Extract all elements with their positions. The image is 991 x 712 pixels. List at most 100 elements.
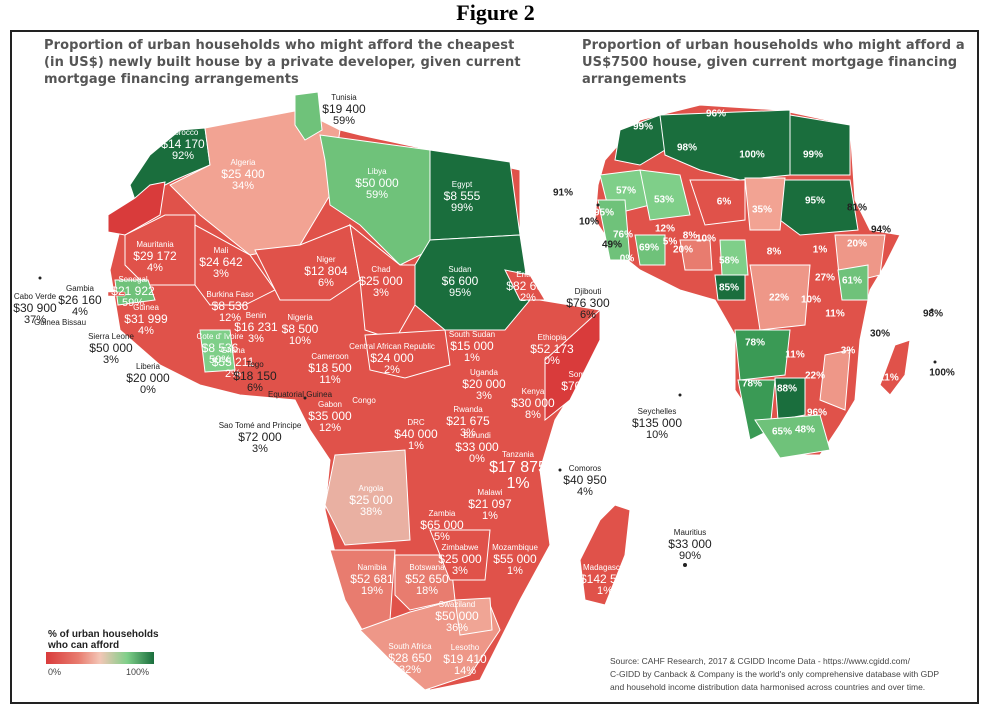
- country-label: Libya $50 000 59%: [355, 167, 398, 201]
- country-percent: 1%: [408, 440, 424, 452]
- right-south-africa: [754, 414, 831, 459]
- right-morocco: [614, 114, 666, 166]
- country-percent: 1%: [482, 510, 498, 522]
- country-percent: 0%: [140, 384, 156, 396]
- country-name: Nigeria: [287, 313, 313, 322]
- right-mozambique: [819, 349, 851, 411]
- country-percent: 90%: [678, 550, 702, 562]
- country-percent: 59%: [365, 189, 389, 201]
- country-cost: $18 500: [308, 361, 352, 375]
- country-cost: $40 000: [394, 427, 438, 441]
- country-cost: $26 160: [58, 293, 102, 307]
- country-cost: $52 173: [530, 342, 574, 356]
- country-percent: 34%: [231, 180, 255, 192]
- right-cote-divoire: [634, 234, 666, 266]
- country-name: Ghana: [220, 346, 246, 355]
- country-name: Chad: [371, 265, 391, 274]
- legend-title-line-1: % of urban households: [48, 629, 159, 640]
- country-percent: 4%: [147, 262, 163, 274]
- country-label: Cote d' Ivoire $8 536 50%: [197, 332, 244, 366]
- right-map-percent: 69%: [638, 242, 660, 254]
- country-name: Algeria: [230, 158, 256, 167]
- country-cost: $12 804: [304, 264, 348, 278]
- country-label: Chad $25 000 3%: [359, 265, 402, 299]
- country-cost: $17 875: [489, 459, 547, 476]
- country-cote-divoire: [199, 329, 236, 373]
- legend-title-line-2: who can afford: [48, 640, 120, 651]
- right-cameroon: [719, 239, 749, 276]
- country-label: Ethiopia $52 173 0%: [530, 333, 573, 367]
- country-percent: 92%: [171, 150, 195, 162]
- country-cost: $30 000: [511, 396, 555, 410]
- right-map-percent: 48%: [794, 424, 816, 436]
- country-name: Senegal: [118, 275, 148, 284]
- country-percent: 3%: [248, 333, 264, 345]
- island-sao-tome: [303, 396, 307, 400]
- right-island-3: [933, 360, 937, 364]
- country-label: Benin $16 231 3%: [234, 311, 277, 345]
- country-label: Eritrea $82 696 2%: [506, 270, 549, 304]
- country-name: Mali: [213, 246, 229, 255]
- country-cost: $24 642: [199, 255, 243, 269]
- right-nigeria: [679, 239, 713, 271]
- country-percent: 2%: [384, 364, 400, 376]
- island-seychelles: [678, 393, 682, 397]
- country-cost: $14 170: [161, 137, 205, 151]
- country-percent: 36%: [445, 622, 469, 634]
- source-line-1: Source: CAHF Research, 2017 & CGIDD Inco…: [610, 656, 910, 666]
- country-cost: $50 000: [435, 609, 479, 623]
- country-cost: $33 000: [668, 537, 712, 551]
- right-angola: [734, 329, 791, 381]
- right-map-percent: 12%: [654, 223, 676, 235]
- country-cost: $21 675: [446, 414, 490, 428]
- country-name: Niger: [316, 255, 336, 264]
- left-africa-map: [38, 91, 687, 691]
- legend-color-bar: [46, 652, 154, 664]
- country-label: Tunisia $19 400 59%: [322, 93, 365, 127]
- country-cost: $40 950: [563, 473, 607, 487]
- country-label: Guinea $31 999 4%: [124, 303, 167, 337]
- country-cost: $25 000: [438, 552, 482, 566]
- country-name: Egypt: [451, 180, 473, 189]
- country-label: Mauritius $33 000 90%: [668, 528, 711, 562]
- country-percent: 0%: [544, 355, 560, 367]
- country-percent: 10%: [288, 335, 312, 347]
- island-cabo-verde: [38, 276, 42, 280]
- country-label: Madagascar $142 500 1%: [580, 563, 630, 597]
- right-title-line-2: US$7500 house, given current mortgage fi…: [582, 55, 958, 70]
- country-percent: 3%: [460, 427, 476, 439]
- country-name: South Africa: [388, 642, 432, 651]
- country-label: Togo $18 150 6%: [233, 360, 276, 394]
- country-label: Liberia $20 000 0%: [126, 362, 169, 396]
- right-map-percent: 98%: [676, 142, 698, 154]
- country-name: Togo: [246, 360, 264, 369]
- country-name: Tanzania: [501, 450, 535, 459]
- right-west-coast-green: [597, 199, 631, 261]
- country-name: Burundi: [463, 431, 491, 440]
- country-label: DRC $40 000 1%: [394, 418, 437, 452]
- country-label: Algeria $25 400 34%: [221, 158, 264, 192]
- island-comoros: [558, 468, 562, 472]
- country-name: Libya: [367, 167, 387, 176]
- right-map-percent: 49%: [601, 239, 623, 251]
- country-name: Malawi: [477, 488, 503, 497]
- right-map-percent: 22%: [804, 370, 826, 382]
- country-percent: 4%: [577, 486, 593, 498]
- country-percent: 1%: [464, 352, 480, 364]
- country-label: Central African Republic $24 000 2%: [349, 342, 435, 376]
- country-cost: $25 000: [349, 493, 393, 507]
- right-map-percent: 8%: [682, 230, 698, 242]
- left-map-title: Proportion of urban households who might…: [44, 37, 521, 88]
- right-map-percent: 35%: [751, 204, 773, 216]
- right-map-percent: 99%: [802, 149, 824, 161]
- country-name: Gambia: [65, 284, 95, 293]
- country-cost: $16 231: [234, 320, 278, 334]
- country-eritrea: [504, 269, 546, 301]
- country-name: Zambia: [428, 509, 456, 518]
- country-label: Mozambique $55 000 1%: [492, 543, 538, 577]
- country-cost: $31 999: [124, 312, 168, 326]
- country-name: Ethiopia: [537, 333, 567, 342]
- country-name: Cameroon: [311, 352, 349, 361]
- right-map-percent: 27%: [814, 272, 836, 284]
